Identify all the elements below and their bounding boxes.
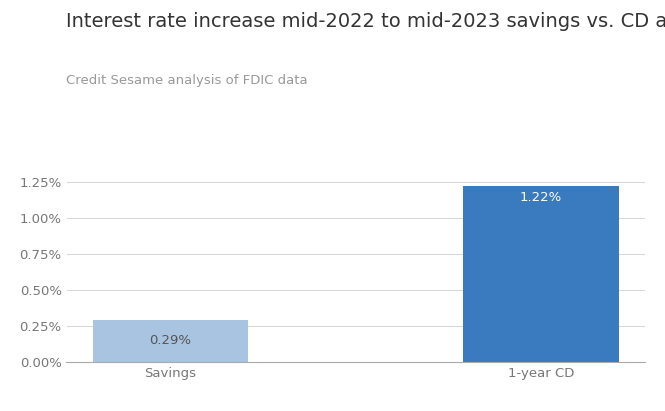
Text: 0.29%: 0.29% xyxy=(150,334,192,347)
Text: Credit Sesame analysis of FDIC data: Credit Sesame analysis of FDIC data xyxy=(66,74,308,87)
Text: 1.22%: 1.22% xyxy=(520,192,562,204)
Bar xyxy=(93,320,248,362)
Bar xyxy=(464,186,618,362)
Text: Interest rate increase mid-2022 to mid-2023 savings vs. CD accounts: Interest rate increase mid-2022 to mid-2… xyxy=(66,12,665,31)
